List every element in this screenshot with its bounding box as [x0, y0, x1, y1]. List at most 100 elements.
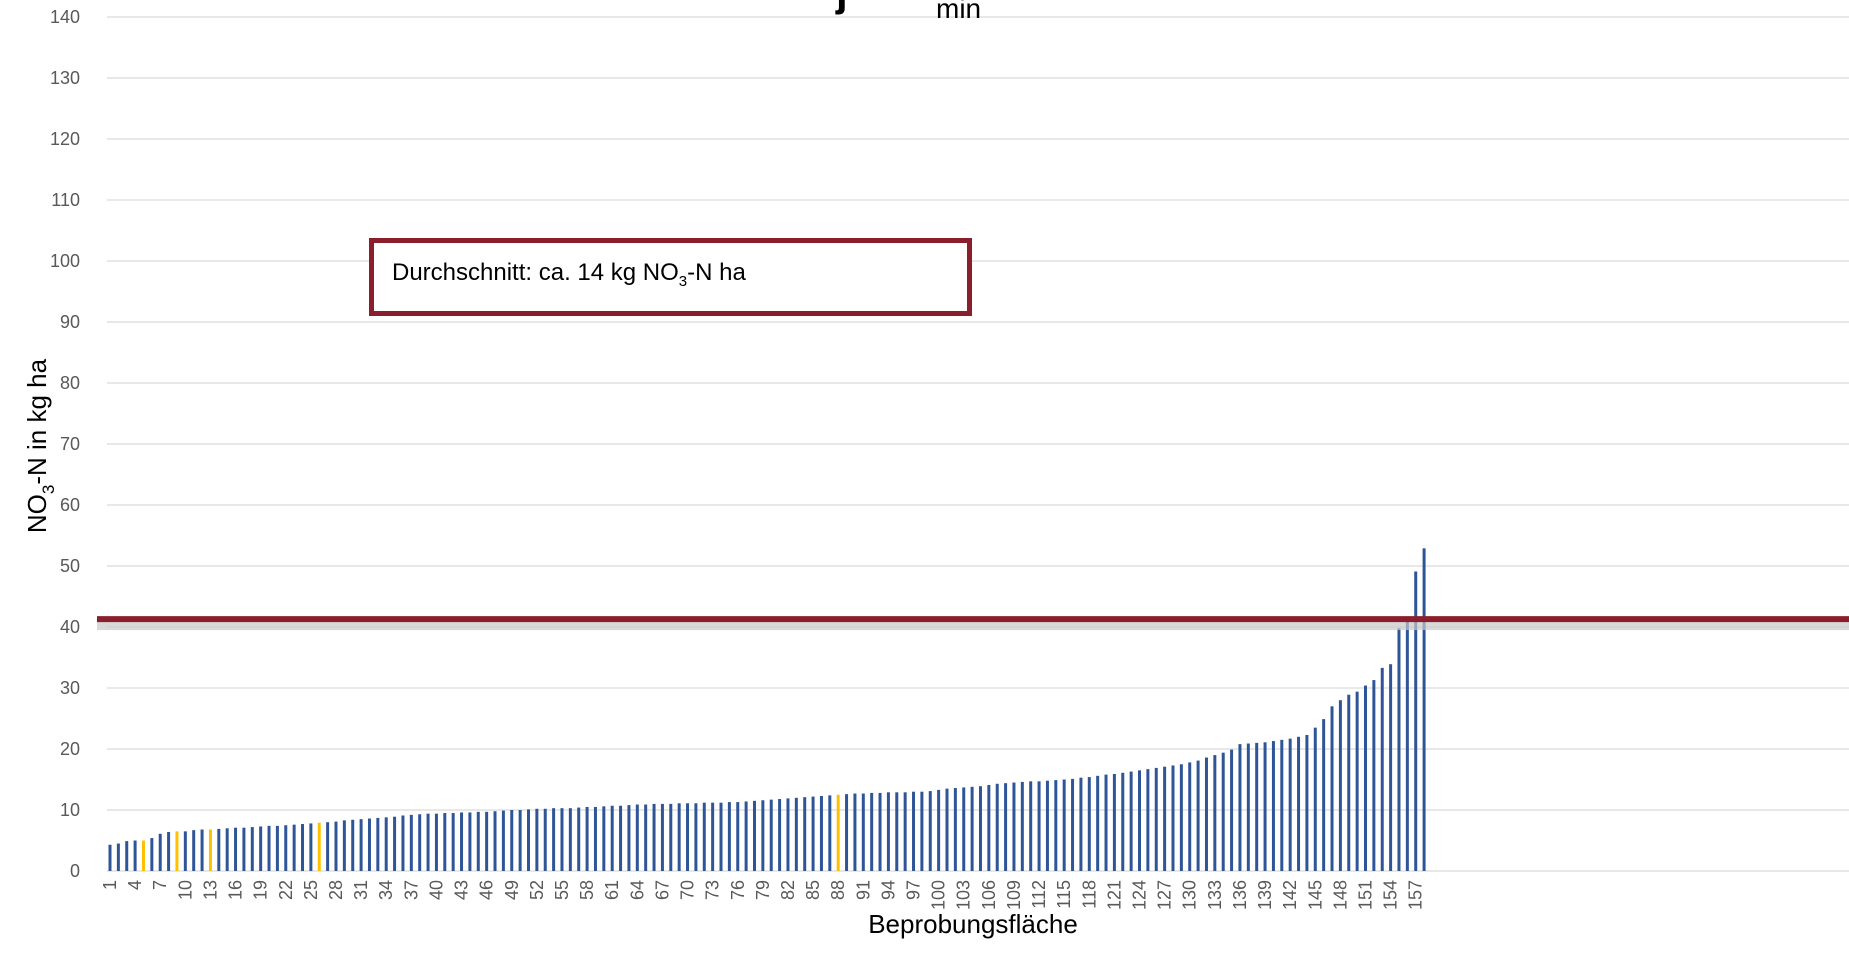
bar: [1121, 772, 1125, 871]
bar: [1255, 742, 1259, 871]
bar: [736, 802, 740, 871]
x-tick-label: 139: [1255, 880, 1275, 910]
bar: [920, 791, 924, 871]
bar: [978, 786, 982, 871]
x-tick-label: 67: [652, 880, 672, 900]
bar: [468, 812, 472, 871]
x-tick-label: 97: [904, 880, 924, 900]
bar: [752, 800, 756, 871]
bar: [627, 805, 631, 871]
bar: [644, 804, 648, 871]
bar: [610, 805, 614, 871]
reference-line-group: [97, 616, 1849, 631]
bar: [970, 786, 974, 871]
bar: [945, 788, 949, 871]
bar: [895, 792, 899, 871]
y-tick-label: 0: [70, 861, 80, 881]
x-tick-label: 40: [426, 880, 446, 900]
bar: [1112, 774, 1116, 871]
x-axis-ticks: 1 4 7 10 13 16 19 22 25 28 31 34 37 40 43 46 49 52 55 58 61 6…: [100, 880, 1426, 910]
x-tick-label: 16: [226, 880, 246, 900]
bar: [1389, 664, 1393, 871]
bar: [1213, 755, 1217, 871]
bar: [217, 828, 221, 871]
x-tick-label: 82: [778, 880, 798, 900]
y-tick-label: 40: [60, 617, 80, 637]
x-tick-label: 46: [477, 880, 497, 900]
x-tick-label: 28: [326, 880, 346, 900]
bar: [359, 819, 363, 871]
bar: [133, 840, 137, 871]
y-tick-label: 110: [51, 190, 80, 210]
bar: [418, 814, 422, 871]
y-axis-title-prefix: NO: [22, 494, 52, 533]
bar: [1246, 743, 1250, 871]
y-tick-label: 90: [60, 312, 80, 332]
bar: [677, 803, 681, 871]
bar-series: [108, 548, 1426, 871]
bar: [384, 817, 388, 871]
bar: [1029, 781, 1033, 871]
bar: [250, 827, 254, 871]
x-tick-label: 154: [1381, 880, 1401, 910]
x-tick-label: 58: [577, 880, 597, 900]
y-tick-label: 50: [60, 556, 80, 576]
x-tick-label: 43: [452, 880, 472, 900]
annotation-suffix: -N ha: [687, 259, 746, 286]
bar: [602, 806, 606, 871]
x-tick-label: 103: [954, 880, 974, 910]
gridlines: [107, 16, 1849, 872]
bar: [1188, 762, 1192, 871]
x-tick-label: 13: [200, 880, 220, 900]
bar: [1129, 771, 1133, 871]
bar: [744, 801, 748, 871]
y-tick-label: 70: [60, 434, 80, 454]
bar: [158, 833, 162, 871]
x-tick-label: 91: [853, 880, 873, 900]
x-tick-label: 106: [979, 880, 999, 910]
x-tick-label: 112: [1029, 880, 1049, 909]
bar: [485, 811, 489, 871]
x-tick-label: 88: [828, 880, 848, 900]
x-tick-label: 118: [1079, 880, 1099, 909]
x-tick-label: 148: [1330, 880, 1350, 910]
bar: [501, 810, 505, 871]
bar: [401, 815, 405, 871]
bar: [1280, 739, 1284, 871]
bar: [1045, 780, 1049, 871]
bar: [225, 828, 229, 871]
x-tick-label: 145: [1305, 880, 1325, 910]
bar: [1020, 781, 1024, 871]
bar: [727, 802, 731, 871]
bar: [1221, 752, 1225, 871]
x-tick-label: 76: [728, 880, 748, 900]
bar: [819, 795, 823, 871]
bar: [535, 808, 539, 871]
bar: [719, 802, 723, 871]
bar: [1037, 781, 1041, 871]
bar: [493, 811, 497, 871]
bar: [635, 804, 639, 871]
bar: [761, 800, 765, 871]
x-tick-label: 22: [276, 880, 296, 900]
x-tick-label: 1: [100, 880, 120, 890]
bar: [794, 797, 798, 871]
bar: [1096, 775, 1100, 871]
bar: [426, 813, 430, 871]
bar: [125, 841, 129, 871]
bar: [878, 792, 882, 871]
bar: [242, 827, 246, 871]
y-tick-label: 10: [60, 800, 80, 820]
reference-line-shadow: [97, 622, 1849, 631]
bar: [1405, 617, 1409, 871]
bar: [1305, 734, 1309, 871]
x-tick-label: 73: [703, 880, 723, 900]
bar: [577, 807, 581, 871]
bar: [870, 792, 874, 871]
bar: [1230, 749, 1234, 871]
x-tick-label: 61: [602, 880, 622, 900]
bar: [845, 794, 849, 871]
x-tick-label: 157: [1406, 880, 1426, 910]
bar: [351, 819, 355, 871]
title-fragments: j min: [835, 0, 981, 24]
